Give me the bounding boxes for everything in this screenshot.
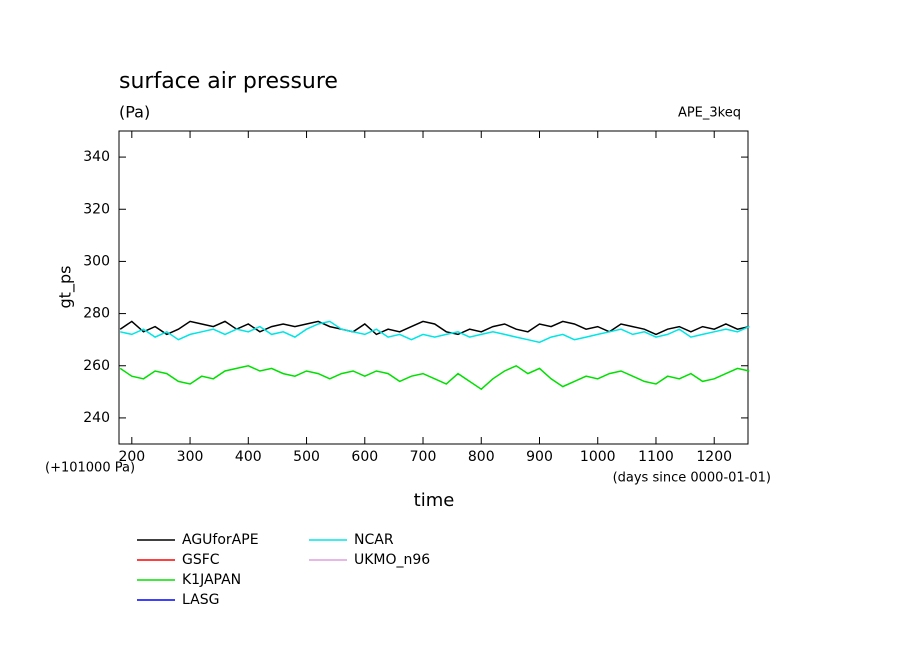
x-tick-label: 800: [468, 449, 495, 465]
x-tick-label: 300: [177, 449, 204, 465]
y-tick-label: 240: [83, 410, 110, 426]
series-line: [119, 320, 750, 336]
x-tick-label: 700: [410, 449, 437, 465]
x-tick-label: 1200: [696, 449, 732, 465]
x-tick-label: 400: [235, 449, 262, 465]
x-tick-label: 1000: [580, 449, 616, 465]
legend-label: LASG: [182, 592, 219, 608]
y-tick-label: 320: [83, 201, 110, 217]
x-tick-label: 900: [526, 449, 553, 465]
x-tick-label: 1100: [638, 449, 674, 465]
series-line: [120, 320, 750, 344]
x-unit-label: (days since 0000-01-01): [613, 471, 771, 486]
x-axis-label: time: [414, 490, 455, 511]
y-offset-label: (+101000 Pa): [45, 461, 135, 476]
y-tick-label: 260: [83, 358, 110, 374]
legend-label: AGUforAPE: [182, 532, 259, 548]
y-axis-label: gt_ps: [56, 266, 76, 309]
legend-label: GSFC: [182, 552, 220, 568]
legend-label: UKMO_n96: [354, 552, 430, 568]
legend-label: NCAR: [354, 532, 394, 548]
x-tick-label: 600: [351, 449, 378, 465]
x-tick-label: 200: [118, 449, 145, 465]
chart-title: surface air pressure: [119, 69, 338, 94]
series-line: [119, 364, 750, 391]
y-tick-label: 300: [83, 253, 110, 269]
plot-frame: [118, 130, 749, 445]
annotation: APE_3keq: [678, 106, 741, 121]
legend-label: K1JAPAN: [182, 572, 241, 588]
chart-subtitle: (Pa): [119, 103, 150, 122]
x-tick-label: 500: [293, 449, 320, 465]
y-tick-label: 340: [83, 149, 110, 165]
y-tick-label: 280: [83, 306, 110, 322]
